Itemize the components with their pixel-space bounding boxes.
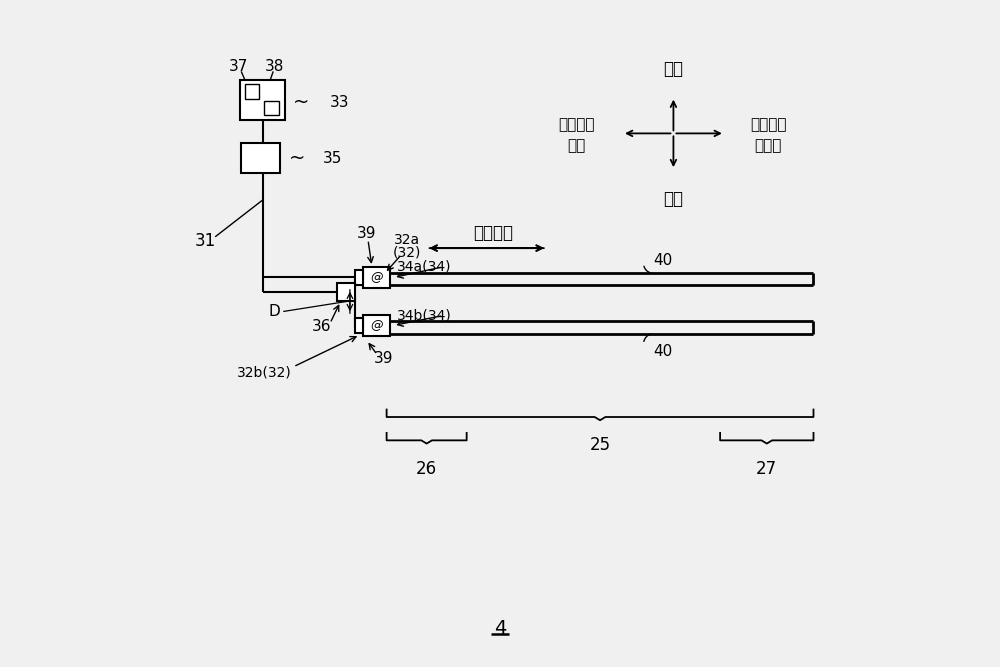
Bar (240, 80, 285, 120)
Text: 40: 40 (653, 253, 673, 267)
Text: 33: 33 (330, 95, 349, 110)
Text: 一侧: 一侧 (568, 138, 586, 153)
Bar (363, 315, 390, 336)
Text: @: @ (370, 271, 383, 284)
Text: 宽度方向: 宽度方向 (750, 117, 786, 132)
Bar (355, 270, 363, 285)
Text: 38: 38 (265, 59, 284, 74)
Text: 25: 25 (589, 436, 611, 454)
Text: 另一侧: 另一侧 (754, 138, 782, 153)
Text: D: D (268, 304, 280, 319)
Bar (337, 283, 355, 301)
Text: 32a: 32a (394, 233, 420, 247)
Bar (355, 318, 363, 333)
Bar (245, 84, 259, 99)
Text: 40: 40 (653, 344, 673, 359)
Text: 37: 37 (229, 59, 248, 74)
Text: @: @ (370, 319, 383, 332)
Text: 26: 26 (416, 460, 437, 478)
Text: 34b(34): 34b(34) (397, 309, 451, 322)
Text: 扫描方向: 扫描方向 (473, 225, 513, 242)
Text: ~: ~ (293, 93, 309, 112)
Text: 36: 36 (312, 319, 331, 334)
Text: (32): (32) (392, 245, 421, 259)
Text: 宽度方向: 宽度方向 (558, 117, 595, 132)
Text: 4: 4 (494, 619, 506, 638)
Text: 下侧: 下侧 (663, 190, 683, 208)
Text: 上侧: 上侧 (663, 60, 683, 78)
Text: 34a(34): 34a(34) (397, 260, 451, 273)
Text: 39: 39 (374, 352, 393, 366)
Text: 27: 27 (756, 460, 777, 478)
Text: 32b(32): 32b(32) (237, 366, 291, 379)
Text: ~: ~ (288, 149, 305, 167)
Text: 31: 31 (195, 233, 216, 250)
Text: 35: 35 (323, 151, 343, 165)
Bar (241, 143, 280, 173)
Bar (264, 101, 279, 115)
Bar (363, 267, 390, 288)
Text: 39: 39 (357, 226, 376, 241)
